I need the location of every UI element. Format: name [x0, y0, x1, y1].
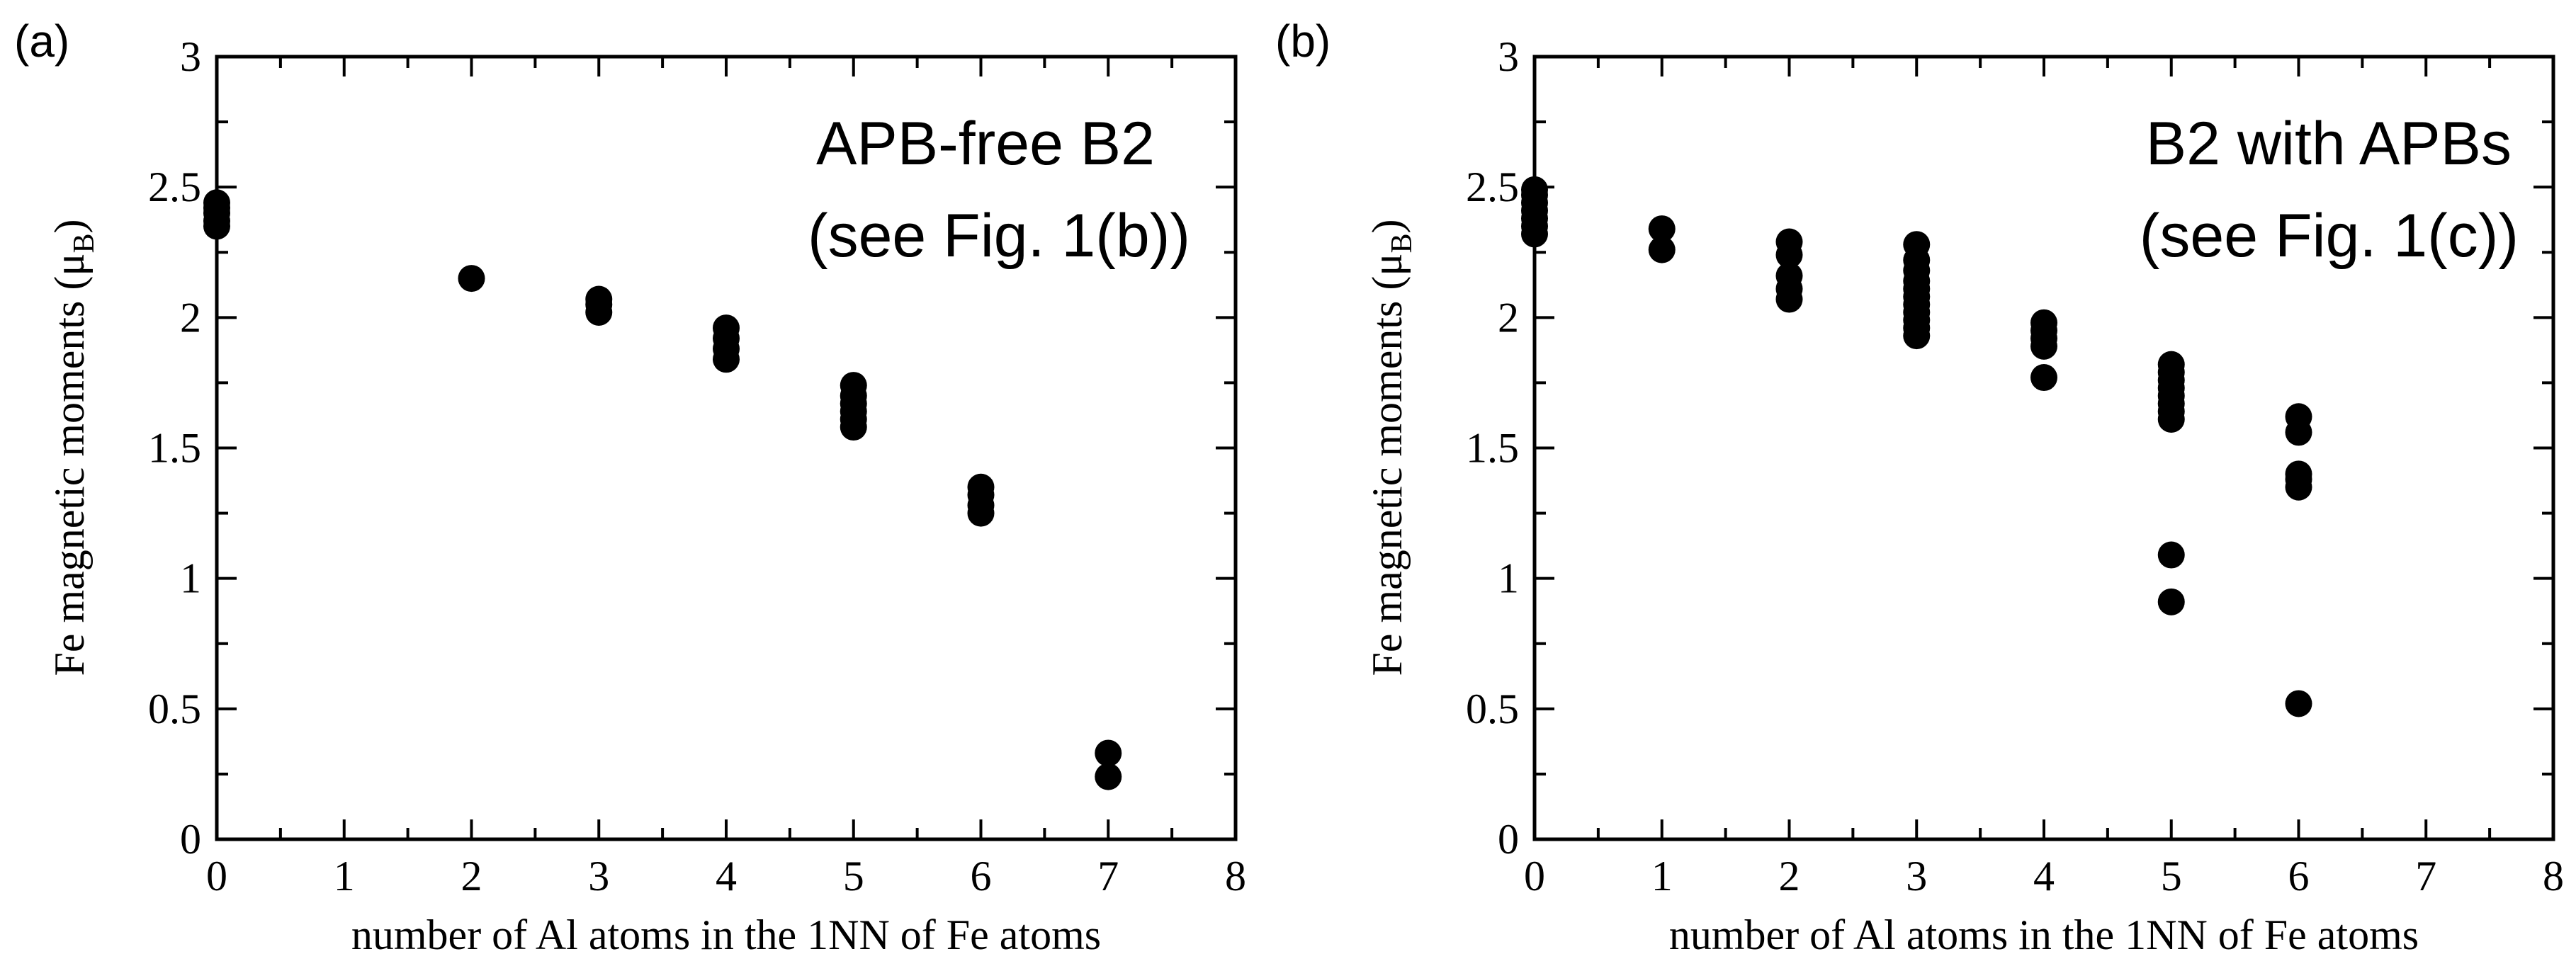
x-tick-label-a: 7: [1097, 853, 1119, 899]
data-point-b: [1903, 231, 1931, 259]
x-axis-label-a: number of Al atoms in the 1NN of Fe atom…: [351, 912, 1101, 958]
annotation-line1-b: B2 with APBs: [2146, 110, 2512, 178]
x-tick-label-a: 8: [1225, 853, 1246, 899]
x-tick-label-b: 2: [1779, 853, 1800, 899]
data-points-b: [1521, 176, 2312, 717]
data-point-b: [2157, 541, 2185, 569]
y-tick-label-b: 0.5: [1466, 686, 1519, 732]
x-tick-label-b: 0: [1524, 853, 1545, 899]
y-tick-label-b: 2: [1498, 294, 1519, 341]
y-axis-label-main-a: Fe magnetic moments (μ: [46, 253, 93, 676]
x-tick-label-a: 4: [716, 853, 737, 899]
x-tick-label-b: 7: [2415, 853, 2436, 899]
y-axis-label-sub-a: B: [68, 233, 101, 253]
data-point-a: [585, 285, 613, 313]
data-point-b: [2157, 588, 2185, 615]
y-axis-label-main-b: Fe magnetic moments (μ: [1364, 253, 1411, 676]
x-tick-label-a: 3: [588, 853, 609, 899]
y-tick-label-a: 1: [180, 555, 201, 602]
data-point-b: [2285, 403, 2312, 431]
data-point-a: [458, 265, 485, 293]
panel-label-a: (a): [14, 16, 69, 67]
annotation-line2-a: (see Fig. 1(b)): [808, 202, 1190, 270]
panel-label-b: (b): [1275, 16, 1331, 67]
x-tick-label-a: 0: [206, 853, 227, 899]
data-point-b: [1648, 236, 1676, 263]
x-ticks-a: 0 1 2 3 4 5 6 7 8: [206, 57, 1246, 899]
x-tick-label-b: 1: [1651, 853, 1673, 899]
y-tick-label-a: 1.5: [148, 425, 201, 472]
y-axis-label-sub-b: B: [1386, 233, 1418, 253]
data-point-a: [1095, 739, 1122, 767]
y-ticks-a: 0 0.5 1 1.5 2 2.5 3: [148, 33, 1236, 863]
x-tick-label-b: 5: [2161, 853, 2182, 899]
x-tick-label-a: 1: [334, 853, 355, 899]
y-tick-label-a: 0: [180, 816, 201, 863]
y-tick-label-a: 0.5: [148, 686, 201, 732]
data-point-b: [1648, 215, 1676, 243]
y-tick-label-b: 1.5: [1466, 425, 1519, 472]
data-point-a: [713, 314, 740, 342]
data-point-a: [840, 372, 867, 399]
x-tick-label-a: 6: [971, 853, 992, 899]
y-axis-label-close-b: ): [1364, 219, 1411, 233]
y-axis-label-close-a: ): [46, 219, 93, 233]
y-tick-label-b: 1: [1498, 555, 1519, 602]
x-tick-label-b: 8: [2543, 853, 2564, 899]
data-point-b: [2030, 364, 2057, 392]
y-tick-label-b: 0: [1498, 816, 1519, 863]
x-tick-label-a: 5: [843, 853, 864, 899]
y-ticks-b: 0 0.5 1 1.5 2 2.5 3: [1466, 33, 2553, 863]
data-point-b: [1775, 262, 1803, 290]
x-tick-label-b: 3: [1906, 853, 1927, 899]
data-point-b: [1521, 176, 1548, 203]
y-tick-label-a: 3: [180, 33, 201, 80]
x-ticks-b: 0 1 2 3 4 5 6 7 8: [1524, 57, 2564, 899]
data-point-b: [2157, 351, 2185, 378]
y-axis-label-b: Fe magnetic moments (μB): [1364, 219, 1418, 676]
annotation-line2-b: (see Fig. 1(c)): [2140, 202, 2519, 270]
x-tick-label-b: 6: [2288, 853, 2310, 899]
scatter-panel-b: (b) 0 1 2 3 4 5 6 7 8 0 0.5 1 1.5 2 2.5 3 B2 with APBs…: [1275, 16, 2564, 958]
annotation-line1-a: APB-free B2: [816, 110, 1155, 178]
x-tick-label-a: 2: [461, 853, 482, 899]
x-tick-label-b: 4: [2033, 853, 2055, 899]
data-point-b: [2285, 460, 2312, 488]
data-points-a: [203, 189, 1122, 790]
y-tick-label-a: 2: [180, 294, 201, 341]
data-point-a: [967, 473, 995, 501]
data-point-b: [2030, 309, 2057, 336]
y-tick-label-b: 3: [1498, 33, 1519, 80]
y-axis-label-a: Fe magnetic moments (μB): [46, 219, 101, 676]
y-tick-label-b: 2.5: [1466, 164, 1519, 210]
data-point-a: [1095, 763, 1122, 790]
data-point-b: [1775, 228, 1803, 256]
y-tick-label-a: 2.5: [148, 164, 201, 210]
data-point-a: [203, 189, 230, 217]
data-point-b: [2285, 690, 2312, 717]
x-axis-label-b: number of Al atoms in the 1NN of Fe atom…: [1669, 912, 2419, 958]
